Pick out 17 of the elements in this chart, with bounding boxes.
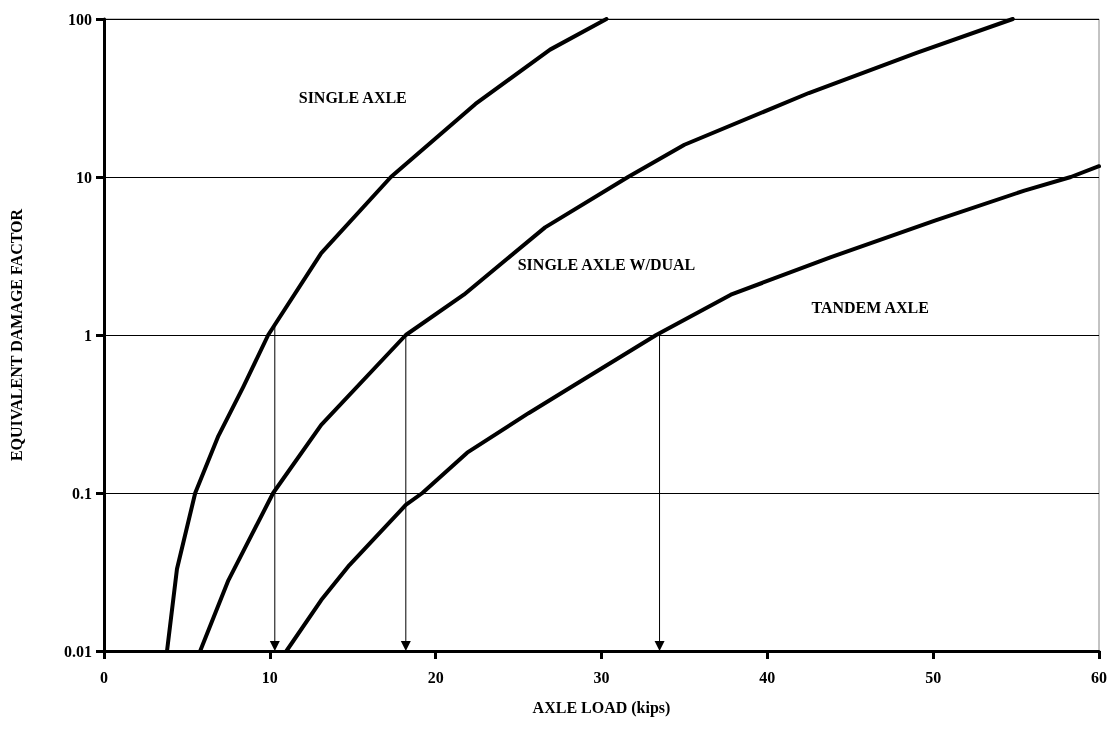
text: SINGLE AXLE [298,88,407,106]
y-tick-label: 1 [84,326,92,344]
y-tick-label: 0.01 [64,642,92,660]
x-axis-title: AXLE LOAD (kips) [532,698,671,717]
x-tick-label: 0 [100,668,108,686]
y-tick-label: 10 [76,168,92,186]
series-label: SINGLE AXLE W/DUAL [517,255,696,273]
x-tick-label: 50 [925,668,942,686]
x-tick-label: 60 [1091,668,1107,686]
y-tick-label: 100 [68,10,92,28]
text: TANDEM AXLE [811,298,929,316]
x-tick-label: 40 [759,668,776,686]
x-tick-label: 20 [427,668,444,686]
y-tick-label: 0.1 [72,484,92,502]
y-axis-title: EQUIVALENT DAMAGE FACTOR [7,208,25,462]
x-tick-label: 30 [593,668,610,686]
x-tick-label: 10 [261,668,278,686]
